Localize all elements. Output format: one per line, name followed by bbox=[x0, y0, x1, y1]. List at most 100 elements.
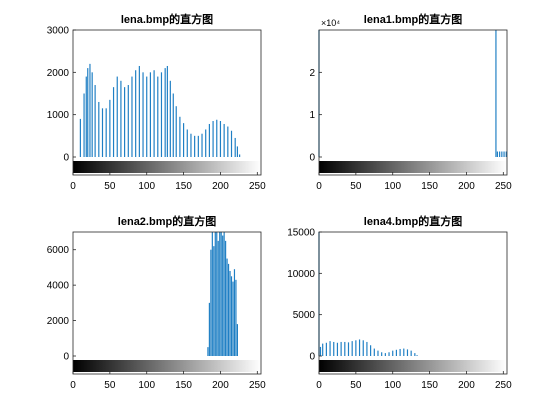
histogram-bar bbox=[83, 93, 85, 157]
grayscale-colorbar bbox=[319, 360, 507, 372]
histogram-bar bbox=[112, 87, 115, 157]
histogram-bar bbox=[236, 324, 238, 356]
histogram-bar bbox=[138, 65, 140, 157]
histogram-bar bbox=[179, 116, 181, 157]
y-tick-label: 6000 bbox=[47, 245, 70, 256]
chart-title: lena2.bmp的直方图 bbox=[118, 214, 216, 228]
histogram-bar bbox=[416, 355, 418, 356]
x-tick-label: 250 bbox=[495, 380, 512, 391]
x-tick-label: 0 bbox=[316, 380, 322, 391]
histogram-bar bbox=[344, 341, 346, 356]
histogram-bar bbox=[205, 129, 207, 157]
x-tick-label: 100 bbox=[384, 380, 401, 391]
y-tick-label: 15000 bbox=[287, 228, 315, 239]
histogram-bar bbox=[213, 246, 215, 356]
histogram-bar bbox=[325, 342, 327, 356]
y-tick-label: 5000 bbox=[293, 310, 316, 321]
histogram-bar bbox=[183, 123, 185, 157]
histogram-bar bbox=[160, 72, 163, 157]
x-tick-label: 200 bbox=[212, 181, 229, 192]
y-tick-label: 10000 bbox=[287, 269, 315, 280]
histogram-bar bbox=[164, 68, 166, 157]
x-tick-label: 150 bbox=[175, 380, 192, 391]
histogram-bar bbox=[340, 341, 342, 356]
histogram-bar bbox=[235, 279, 237, 356]
histogram-bar bbox=[399, 348, 401, 356]
histogram-bar bbox=[501, 151, 503, 157]
x-tick-label: 250 bbox=[495, 181, 512, 192]
histogram-bar bbox=[214, 232, 216, 356]
histogram-bar bbox=[208, 302, 210, 356]
histogram-bar bbox=[220, 232, 222, 356]
histogram-bar bbox=[381, 352, 383, 356]
histogram-bar bbox=[131, 76, 133, 157]
x-tick-label: 0 bbox=[316, 181, 322, 192]
histogram-bar bbox=[395, 349, 397, 356]
x-tick-label: 200 bbox=[458, 181, 475, 192]
histogram-bar bbox=[190, 133, 192, 157]
histogram-bar bbox=[201, 133, 203, 157]
histogram-bar bbox=[216, 232, 218, 356]
histogram-bar bbox=[223, 232, 225, 356]
histogram-bar bbox=[392, 350, 394, 356]
histogram-bar bbox=[414, 353, 416, 356]
histogram-bar bbox=[322, 343, 324, 356]
y-tick-label: 1000 bbox=[47, 110, 70, 121]
histogram-bar bbox=[194, 135, 196, 157]
y-tick-label: 0 bbox=[63, 153, 69, 164]
histogram-bar bbox=[172, 93, 174, 157]
histogram-bar bbox=[149, 72, 151, 157]
histogram-bar bbox=[406, 349, 409, 356]
histogram-bar bbox=[495, 30, 497, 157]
histogram-bar bbox=[175, 106, 177, 157]
histogram-bar bbox=[79, 118, 81, 157]
histogram-bar bbox=[211, 232, 213, 356]
histogram-bar bbox=[239, 154, 241, 157]
histogram-bar bbox=[362, 340, 364, 356]
x-tick-label: 50 bbox=[104, 181, 116, 192]
histogram-bar bbox=[217, 240, 219, 356]
x-tick-label: 250 bbox=[249, 380, 266, 391]
histogram-bar bbox=[216, 119, 218, 157]
histogram-bar bbox=[333, 341, 335, 356]
histogram-bar bbox=[124, 87, 126, 157]
x-tick-label: 150 bbox=[421, 181, 438, 192]
histogram-bar bbox=[89, 63, 91, 158]
y-tick-label: 0 bbox=[309, 352, 315, 363]
x-tick-label: 50 bbox=[350, 380, 362, 391]
histogram-bar bbox=[127, 85, 129, 157]
histogram-bar bbox=[157, 76, 159, 157]
histogram-bar bbox=[227, 126, 229, 157]
histogram-bar bbox=[377, 350, 379, 356]
histogram-bar bbox=[347, 342, 350, 356]
x-tick-label: 50 bbox=[104, 380, 116, 391]
histogram-bar bbox=[384, 353, 386, 356]
histogram-bar bbox=[109, 99, 111, 157]
histogram-bar bbox=[336, 342, 339, 356]
histogram-bar bbox=[207, 347, 209, 356]
y-tick-label: 0 bbox=[63, 352, 69, 363]
histogram-bar bbox=[388, 352, 390, 356]
histogram-bar bbox=[230, 276, 233, 356]
histogram-bar bbox=[226, 258, 228, 356]
histogram-bar bbox=[98, 101, 100, 157]
histogram-bar bbox=[496, 151, 499, 157]
x-tick-label: 150 bbox=[421, 380, 438, 391]
axes-frame bbox=[72, 29, 262, 176]
histogram-bar bbox=[146, 76, 148, 157]
x-tick-label: 200 bbox=[212, 380, 229, 391]
chart-panel-3: 0 50 100 150 200 250 0 2000 4000 6000 lena2.bmp的直方… bbox=[47, 214, 266, 391]
histogram-bar bbox=[105, 108, 107, 157]
grayscale-colorbar bbox=[73, 161, 261, 173]
y-tick-label: 4000 bbox=[47, 281, 70, 292]
histogram-bar bbox=[120, 80, 122, 157]
histogram-bar bbox=[219, 121, 222, 157]
y-tick-label: 2000 bbox=[47, 316, 70, 327]
chart-panel-2: 0 50 100 150 200 250 0 1 2 ×10⁴ lena1.bmp的直方图 bbox=[309, 12, 512, 192]
axes-frame bbox=[72, 231, 262, 375]
x-tick-label: 100 bbox=[138, 380, 155, 391]
histogram-bar bbox=[236, 146, 238, 157]
histogram-bar bbox=[355, 340, 357, 356]
histogram-bar bbox=[351, 341, 353, 356]
